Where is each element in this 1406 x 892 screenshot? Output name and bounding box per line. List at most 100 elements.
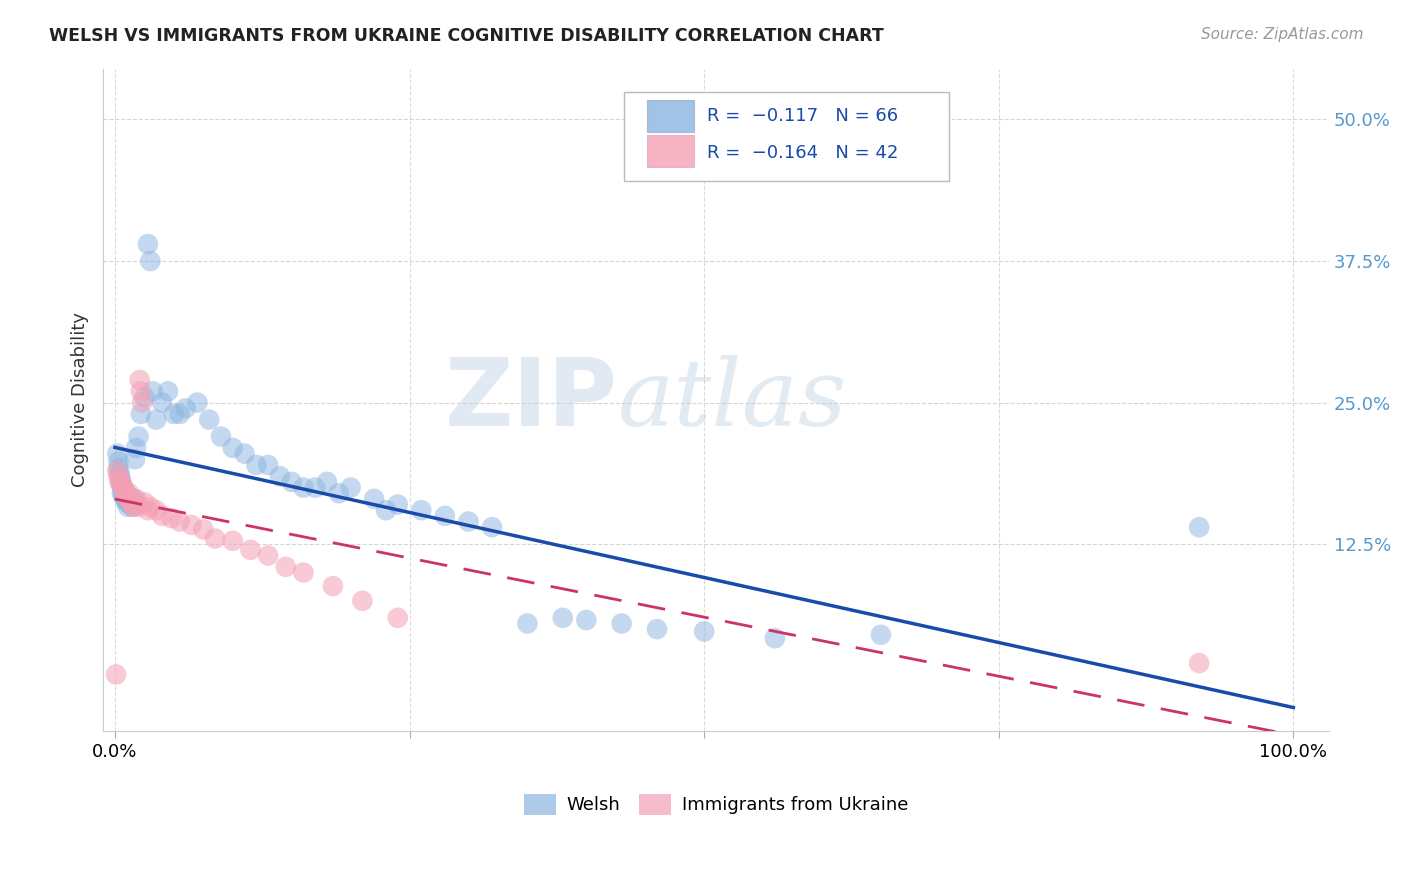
Point: [292, 481, 315, 495]
Text: R =  −0.164   N = 42: R = −0.164 N = 42: [707, 144, 898, 161]
Point: [127, 429, 149, 443]
Point: [328, 486, 350, 500]
Point: [115, 495, 138, 509]
Point: [269, 469, 291, 483]
Point: [222, 441, 245, 455]
Point: [145, 412, 167, 426]
Point: [134, 495, 156, 509]
Point: [115, 488, 138, 502]
Point: [257, 549, 280, 563]
Point: [122, 500, 145, 514]
Point: [481, 520, 503, 534]
Point: [105, 447, 128, 461]
Point: [339, 481, 361, 495]
Point: [120, 495, 142, 509]
Point: [433, 508, 456, 523]
Point: [134, 390, 156, 404]
Point: [322, 579, 344, 593]
Point: [112, 483, 135, 498]
Point: [575, 613, 598, 627]
Point: [693, 624, 716, 639]
Point: [117, 491, 139, 506]
Point: [145, 503, 167, 517]
Point: [142, 384, 165, 399]
Point: [610, 616, 633, 631]
Point: [121, 500, 143, 514]
Point: [375, 503, 398, 517]
Point: [127, 500, 149, 514]
Point: [239, 542, 262, 557]
Point: [363, 491, 385, 506]
Point: [233, 447, 256, 461]
Point: [160, 511, 183, 525]
Text: ZIP: ZIP: [446, 354, 617, 446]
Point: [115, 491, 138, 506]
Point: [198, 412, 221, 426]
Point: [112, 491, 135, 506]
Point: [245, 458, 267, 472]
Point: [122, 491, 145, 506]
Point: [121, 498, 143, 512]
Point: [316, 475, 339, 489]
Point: [111, 486, 134, 500]
Point: [112, 481, 135, 495]
Point: [112, 483, 135, 498]
Point: [150, 395, 173, 409]
Point: [139, 500, 162, 514]
Point: [111, 481, 134, 495]
Point: [125, 491, 148, 506]
Point: [114, 486, 136, 500]
Point: [257, 458, 280, 472]
Point: [129, 407, 152, 421]
Point: [118, 491, 141, 506]
Point: [411, 503, 433, 517]
Point: [124, 498, 146, 512]
Point: [193, 523, 215, 537]
Text: R =  −0.117   N = 66: R = −0.117 N = 66: [707, 106, 898, 125]
Point: [131, 395, 153, 409]
Point: [387, 611, 409, 625]
Point: [105, 667, 128, 681]
Point: [114, 486, 136, 500]
Point: [163, 407, 186, 421]
Point: [118, 486, 141, 500]
Point: [136, 503, 159, 517]
Point: [457, 515, 479, 529]
Point: [108, 469, 131, 483]
FancyBboxPatch shape: [624, 92, 949, 181]
Point: [280, 475, 302, 489]
Text: WELSH VS IMMIGRANTS FROM UKRAINE COGNITIVE DISABILITY CORRELATION CHART: WELSH VS IMMIGRANTS FROM UKRAINE COGNITI…: [49, 27, 884, 45]
Point: [124, 452, 146, 467]
Point: [129, 384, 152, 399]
Point: [180, 518, 202, 533]
Point: [107, 461, 129, 475]
Point: [274, 559, 297, 574]
Point: [107, 454, 129, 468]
Point: [125, 441, 148, 455]
Point: [128, 373, 150, 387]
Point: [1188, 520, 1211, 534]
Point: [174, 401, 197, 416]
Text: atlas: atlas: [617, 355, 848, 445]
Point: [169, 407, 191, 421]
Point: [108, 475, 131, 489]
Point: [117, 500, 139, 514]
Point: [156, 384, 179, 399]
Point: [136, 237, 159, 252]
Point: [110, 475, 132, 489]
Point: [108, 466, 131, 480]
Point: [127, 495, 149, 509]
Point: [387, 498, 409, 512]
Point: [304, 481, 326, 495]
Point: [112, 481, 135, 495]
Point: [204, 532, 226, 546]
Point: [516, 616, 538, 631]
Point: [110, 473, 132, 487]
Point: [112, 488, 135, 502]
Point: [645, 622, 668, 636]
Point: [120, 498, 142, 512]
Legend: Welsh, Immigrants from Ukraine: Welsh, Immigrants from Ukraine: [516, 787, 915, 822]
Point: [120, 491, 142, 506]
Point: [763, 631, 786, 645]
Point: [292, 566, 315, 580]
